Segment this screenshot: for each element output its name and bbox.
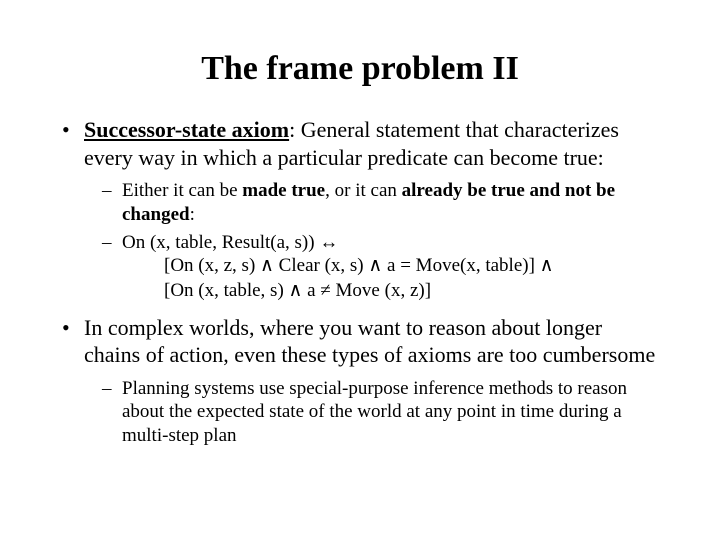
formula-line-3: [On (x, table, s) ∧ a ≠ Move (x, z)] <box>122 279 660 304</box>
bullet-2: In complex worlds, where you want to rea… <box>60 314 660 448</box>
bullet-1: Successor-state axiom: General statement… <box>60 116 660 304</box>
formula-line-2: [On (x, z, s) ∧ Clear (x, s) ∧ a = Move(… <box>122 254 660 279</box>
bullet-2-sublist: Planning systems use special-purpose inf… <box>84 377 660 448</box>
bullet-1-sub-1: Either it can be made true, or it can al… <box>102 179 660 227</box>
b1s1-post: : <box>190 204 195 225</box>
slide-title: The frame problem II <box>60 50 660 88</box>
bullet-1-lead: Successor-state axiom <box>84 117 289 142</box>
b1s1-pre: Either it can be <box>122 180 242 201</box>
bullet-list: Successor-state axiom: General statement… <box>60 116 660 448</box>
b1s1-mid: , or it can <box>325 180 402 201</box>
formula-line-1: On (x, table, Result(a, s)) ↔ <box>122 231 660 255</box>
bullet-2-text: In complex worlds, where you want to rea… <box>84 315 655 368</box>
b1s1-b1: made true <box>242 180 325 201</box>
bullet-2-sub-1: Planning systems use special-purpose inf… <box>102 377 660 448</box>
bullet-1-sub-2: On (x, table, Result(a, s)) ↔ [On (x, z,… <box>102 231 660 304</box>
bullet-2-sub-1-text: Planning systems use special-purpose inf… <box>122 378 627 447</box>
bullet-1-sublist: Either it can be made true, or it can al… <box>84 179 660 304</box>
